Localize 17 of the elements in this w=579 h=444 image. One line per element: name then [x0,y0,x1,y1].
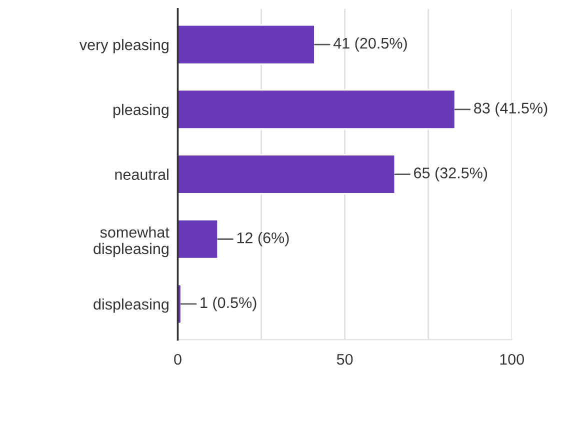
y-tick-label: neautral [115,168,168,180]
x-tick-label: 0 [174,354,182,365]
y-tick-label: displeasing [94,298,168,313]
data-label: 65 (32.5%) [414,167,488,182]
data-label: 12 (6%) [237,232,289,246]
bar [178,89,456,130]
data-label: 1 (0.5%) [200,296,256,312]
y-tick-label: pleasing [114,104,168,118]
bar [178,218,219,260]
y-tick-label: somewhat displeasing [94,226,170,258]
bar [178,24,316,65]
x-tick-label: 50 [336,354,353,365]
data-label: 83 (41.5%) [474,102,548,117]
x-tick-label: 100 [500,354,524,365]
bar [178,154,396,194]
data-label: 41 (20.5%) [333,37,407,52]
y-tick-label: very pleasing [79,39,168,54]
